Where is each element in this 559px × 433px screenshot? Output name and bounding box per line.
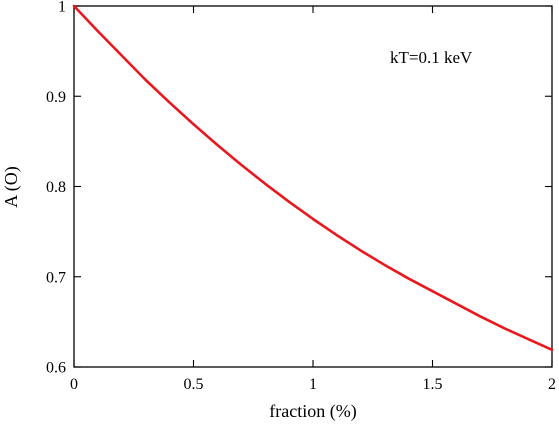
- plot-area: [73, 5, 553, 368]
- x-tick-label: 1: [309, 376, 317, 393]
- x-tick-label: 0: [70, 376, 78, 393]
- x-tick-label: 0.5: [184, 376, 204, 393]
- axis-ticks: [73, 5, 553, 368]
- x-tick-label: 2: [548, 376, 556, 393]
- y-tick-label: 0.7: [46, 269, 66, 286]
- y-tick-label: 0.9: [46, 89, 66, 106]
- series-lines: [72, 4, 554, 352]
- x-axis-label: fraction (%): [269, 401, 356, 422]
- x-tick-label: 1.5: [423, 376, 443, 393]
- series-line-0: [72, 4, 554, 352]
- y-tick-label: 0.6: [46, 360, 66, 377]
- y-tick-label: 1: [58, 0, 66, 16]
- plot-frame: [73, 5, 553, 368]
- y-tick-label: 0.8: [46, 179, 66, 196]
- y-axis-label: A (O): [1, 166, 22, 208]
- annotation-label: kT=0.1 keV: [390, 48, 473, 67]
- tick-labels: 0 0.5 1 1.5 2 0.6 0.7 0.8 0.9 1: [46, 0, 556, 393]
